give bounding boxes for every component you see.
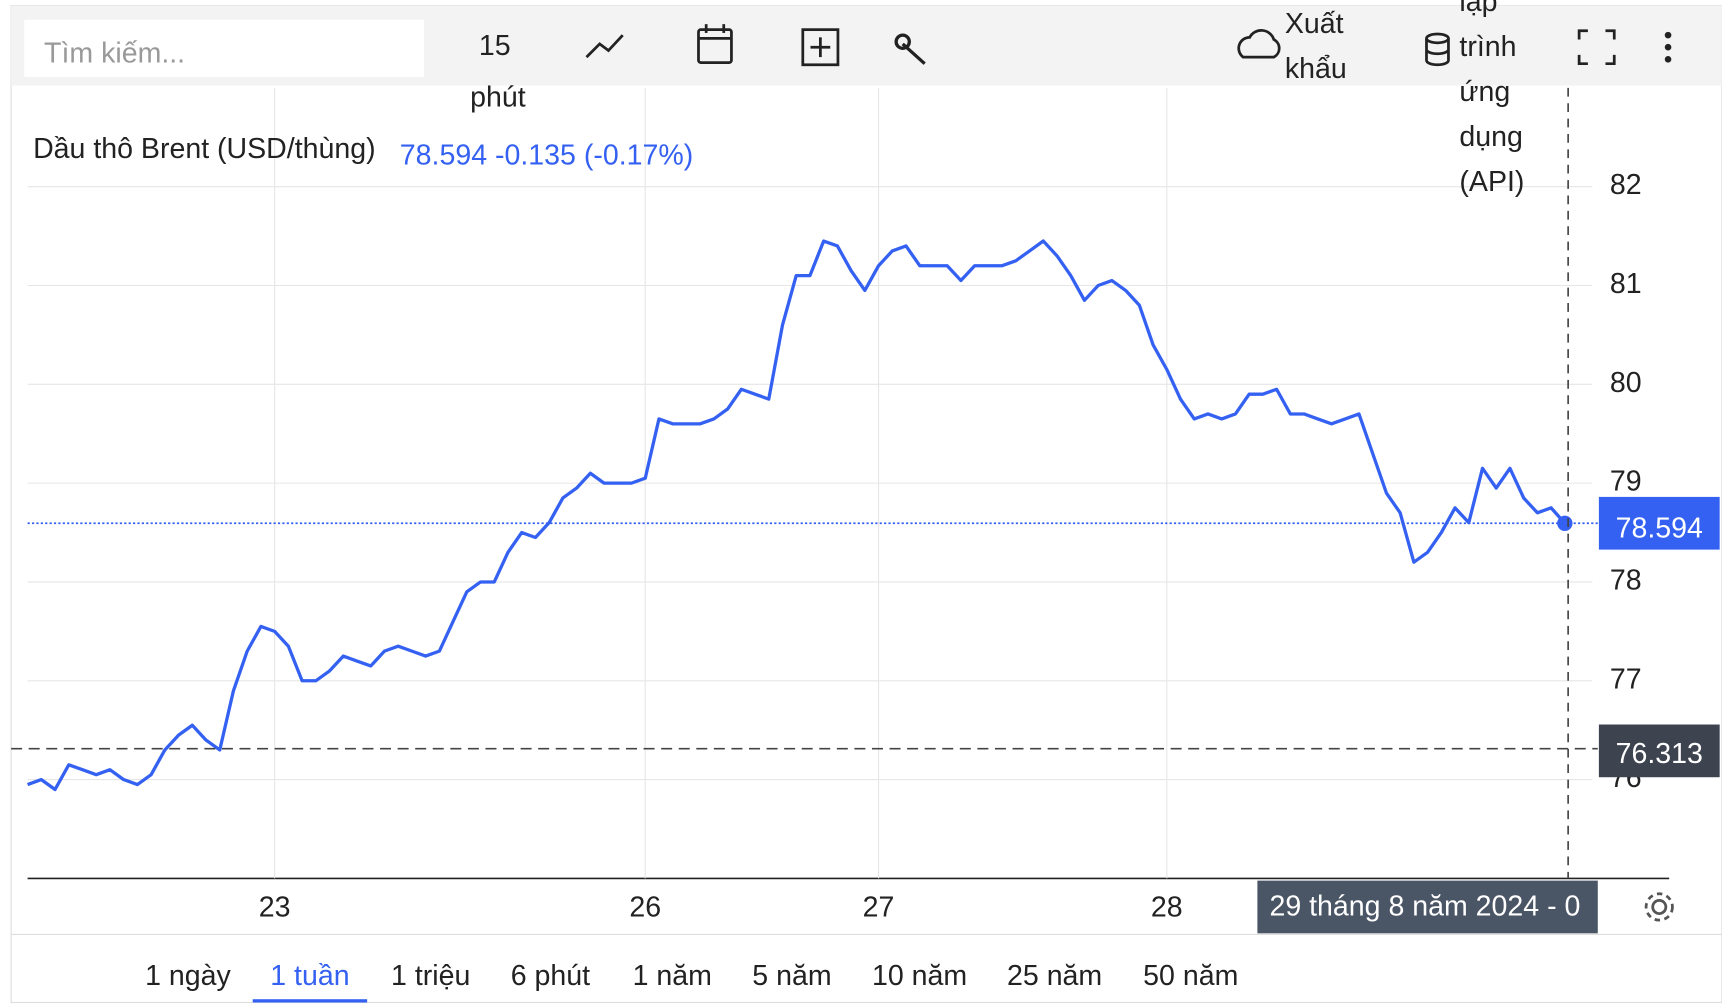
api-line[interactable]: trình: [1459, 31, 1516, 63]
range-button[interactable]: 25 năm: [1007, 960, 1102, 992]
range-bar: 1 ngày 1 tuần 1 triệu 6 phút 1 năm 5 năm 10 nă…: [145, 960, 1238, 1003]
interval-line[interactable]: 15: [479, 30, 511, 62]
y-tick-label: 78: [1610, 565, 1642, 597]
range-button[interactable]: 10 năm: [872, 960, 967, 992]
last-point: [1557, 515, 1573, 531]
search-placeholder: Tìm kiếm...: [44, 37, 185, 69]
range-button[interactable]: 6 phút: [511, 960, 590, 992]
api-line[interactable]: ứng: [1459, 76, 1510, 108]
crosshair-label: 76.313: [1616, 738, 1703, 770]
range-button[interactable]: 1 tuần: [270, 960, 349, 992]
calendar-icon[interactable]: [697, 24, 733, 64]
export-icon[interactable]: [1237, 29, 1281, 59]
interval-line[interactable]: phút: [470, 81, 526, 113]
x-tick-label: 26: [629, 892, 661, 924]
api-line[interactable]: (API): [1459, 166, 1524, 198]
export-line[interactable]: khẩu: [1285, 53, 1347, 85]
frame: [10, 4, 1722, 1004]
crosshair-box: [1598, 724, 1720, 778]
api-line[interactable]: lập: [1459, 0, 1497, 18]
y-tick-label: 77: [1610, 663, 1642, 695]
quote: 78.594 -0.135 (-0.17%): [400, 140, 693, 172]
crosshair-date: 29 tháng 8 năm 2024 - 0: [1269, 891, 1580, 923]
crosshair-date-box: [1257, 880, 1598, 934]
price-line: [27, 239, 1567, 792]
settings-icon[interactable]: [1644, 892, 1674, 922]
y-tick-label: 82: [1610, 169, 1642, 201]
range-button[interactable]: 5 năm: [752, 960, 831, 992]
x-tick-label: 23: [259, 892, 291, 924]
last-price-box: [1598, 496, 1720, 550]
x-tick-label: 27: [863, 892, 895, 924]
y-tick-label: 81: [1610, 268, 1642, 300]
y-tick-label: 80: [1610, 367, 1642, 399]
api-line[interactable]: dụng: [1459, 121, 1522, 153]
x-tick-label: 28: [1151, 892, 1183, 924]
fullscreen-icon[interactable]: [1577, 29, 1616, 66]
add-icon[interactable]: [801, 28, 840, 67]
line-icon[interactable]: [585, 34, 624, 59]
last-price-label: 78.594: [1616, 512, 1703, 544]
range-button[interactable]: 1 triệu: [391, 960, 470, 992]
export-line[interactable]: Xuất: [1285, 8, 1344, 40]
wrench-icon[interactable]: [894, 33, 926, 65]
search-box[interactable]: [24, 19, 424, 77]
active-underline: [252, 999, 368, 1003]
instrument-name: Dầu thô Brent (USD/thùng): [33, 133, 376, 165]
range-button[interactable]: 1 ngày: [145, 960, 231, 992]
api-icon[interactable]: [1425, 32, 1450, 67]
y-tick-label: 79: [1610, 466, 1642, 498]
range-button[interactable]: 1 năm: [633, 960, 712, 992]
range-button[interactable]: 50 năm: [1143, 960, 1238, 992]
menu-icon[interactable]: [1664, 31, 1672, 63]
